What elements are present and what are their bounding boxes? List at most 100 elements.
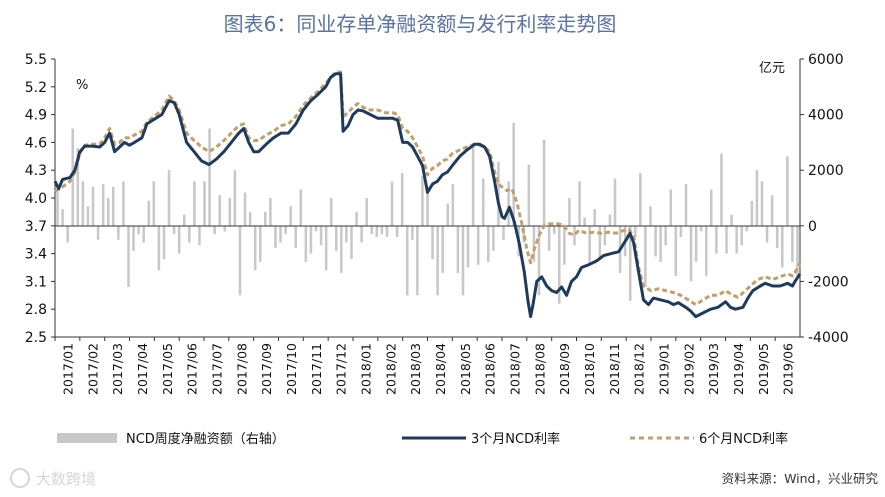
net-financing-bar: [725, 225, 728, 254]
net-financing-bar: [537, 225, 541, 296]
net-financing-bar: [451, 184, 455, 226]
net-financing-bar: [400, 172, 404, 226]
watermark-text: 大数跨境: [36, 470, 96, 488]
x-tick-label: 2018/09: [557, 343, 572, 395]
x-tick-label: 2018/04: [433, 343, 448, 395]
net-financing-bar: [208, 128, 211, 226]
net-financing-bar: [786, 156, 789, 226]
x-tick-label: 2017/04: [135, 343, 150, 395]
net-financing-bar: [639, 172, 642, 226]
net-financing-bar: [370, 225, 374, 235]
net-financing-bar: [243, 192, 247, 226]
x-tick-label: 2018/08: [532, 343, 547, 395]
net-financing-bar: [436, 225, 439, 296]
net-financing-bar: [547, 225, 551, 251]
x-tick-label: 2017/10: [284, 343, 299, 395]
net-financing-bar: [238, 225, 242, 296]
net-financing-bar: [345, 225, 348, 243]
net-financing-bar: [583, 217, 586, 226]
net-financing-bar: [588, 225, 591, 265]
net-financing-bar: [76, 147, 80, 226]
x-tick-label: 2017/08: [234, 343, 249, 395]
right-tick-label: 4000: [808, 108, 844, 124]
legend-label-bars: NCD周度净融资额（右轴）: [126, 431, 285, 447]
left-axis-ticks: 2.5 2.8 3.1 3.4 3.7 4.0 4.3 4.6 4.9 5.2 5.5: [25, 52, 55, 346]
x-tick-label: 2017/02: [85, 343, 100, 395]
net-financing-bar: [740, 225, 743, 246]
net-financing-bar: [340, 225, 343, 274]
net-financing-bar: [634, 225, 637, 237]
net-financing-bar: [699, 225, 703, 232]
net-financing-bar: [127, 225, 130, 287]
net-financing-bar: [710, 189, 713, 226]
x-tick-label: 2017/03: [110, 343, 125, 395]
net-financing-bar: [157, 225, 161, 271]
net-financing-bar: [715, 225, 718, 254]
net-financing-bar: [395, 225, 399, 237]
net-financing-bar: [299, 189, 303, 226]
net-financing-bar: [223, 225, 227, 232]
legend-label-6m: 6个月NCD利率: [699, 431, 788, 447]
x-axis-ticks: 2017/01 2017/02 2017/03 2017/04 2017/05 2017/…: [54, 337, 796, 395]
x-tick-label: 2019/03: [706, 343, 721, 395]
net-financing-bar: [309, 225, 313, 254]
net-financing-bar: [796, 225, 799, 276]
net-financing-bar: [411, 225, 414, 240]
net-financing-bar: [360, 225, 363, 243]
left-tick-label: 4.9: [25, 108, 47, 124]
net-financing-bar: [335, 225, 338, 251]
x-tick-label: 2019/05: [756, 343, 771, 395]
net-financing-bar: [101, 184, 105, 226]
left-tick-label: 2.8: [25, 302, 47, 318]
net-financing-bar: [71, 128, 75, 226]
net-financing-bar: [198, 225, 201, 246]
net-financing-bar: [319, 225, 323, 246]
left-tick-label: 3.7: [25, 219, 47, 235]
net-financing-bar: [56, 192, 59, 226]
net-financing-bar: [649, 206, 652, 226]
net-financing-bar: [487, 225, 490, 262]
net-financing-bar: [248, 211, 252, 226]
net-financing-bar: [117, 225, 120, 240]
x-tick-label: 2019/02: [681, 343, 696, 395]
net-financing-bar: [167, 170, 171, 226]
net-financing-bar: [466, 225, 470, 268]
net-financing-bar: [765, 225, 769, 243]
chart-title: 图表6：同业存单净融资额与发行利率走势图: [224, 12, 617, 36]
x-tick-label: 2019/01: [656, 343, 671, 395]
net-financing-bar: [502, 225, 505, 240]
net-financing-bar: [507, 181, 510, 226]
net-financing-bar: [96, 225, 100, 240]
net-financing-bar: [476, 225, 480, 265]
net-financing-bar: [745, 225, 749, 232]
legend-bar-swatch: [57, 433, 117, 443]
x-tick-label: 2017/05: [160, 343, 175, 395]
left-tick-label: 4.6: [25, 135, 47, 151]
right-tick-label: 2000: [808, 163, 844, 179]
lines-layer: [53, 70, 802, 319]
net-financing-bar: [213, 225, 216, 235]
net-financing-bar: [694, 225, 698, 262]
net-financing-bar: [258, 225, 262, 262]
net-financing-bar: [598, 225, 602, 260]
left-tick-label: 5.5: [25, 52, 47, 68]
net-financing-bar: [431, 225, 434, 260]
net-financing-bar: [142, 225, 145, 243]
net-financing-bar: [426, 186, 429, 226]
net-financing-bar: [755, 170, 759, 226]
x-tick-label: 2019/04: [731, 343, 746, 395]
x-tick-label: 2018/03: [408, 343, 423, 395]
x-tick-label: 2018/05: [458, 343, 473, 395]
net-financing-bar: [770, 195, 774, 226]
ncd-3m-rate-line: [53, 72, 802, 319]
net-financing-bar: [81, 181, 85, 226]
x-tick-label: 2018/12: [632, 343, 647, 395]
net-financing-bar: [644, 225, 647, 287]
x-tick-label: 2018/10: [582, 343, 597, 395]
x-tick-label: 2017/11: [309, 343, 324, 395]
x-tick-label: 2017/06: [185, 343, 200, 395]
net-financing-bar: [182, 214, 186, 226]
net-financing-bar: [659, 225, 662, 262]
net-financing-bar: [304, 225, 308, 262]
left-tick-label: 4.3: [25, 163, 47, 179]
